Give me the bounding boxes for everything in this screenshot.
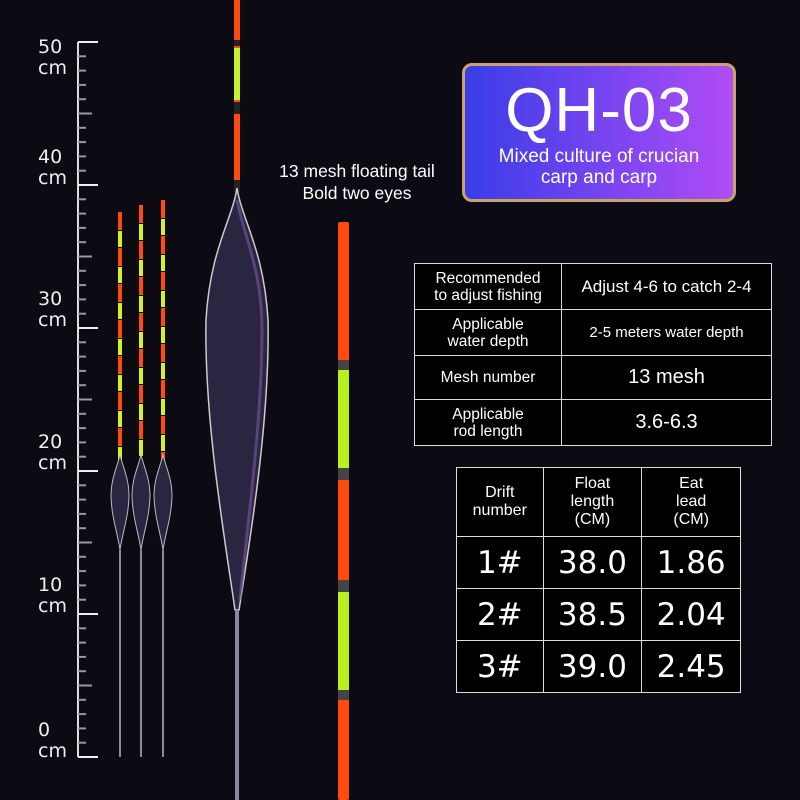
small-float bbox=[153, 200, 173, 757]
badge-subtitle-2: carp and carp bbox=[540, 167, 658, 188]
spec-row: Mesh number 13 mesh bbox=[414, 355, 772, 400]
tail-caption: 13 mesh floating tail Bold two eyes bbox=[262, 160, 452, 204]
spec-label: Recommended to adjust fishing bbox=[414, 263, 562, 310]
size-header-row: Drift number Float length (CM) Eat lead (CM) bbox=[456, 467, 741, 537]
large-float-image bbox=[205, 0, 269, 800]
spec-value: 3.6-6.3 bbox=[561, 399, 772, 446]
spec-value: 13 mesh bbox=[561, 355, 772, 400]
size-header: Drift number bbox=[456, 467, 544, 537]
float-tail-image bbox=[338, 222, 349, 800]
model-title: QH-03 bbox=[505, 76, 693, 145]
ruler-label: 30 cm bbox=[38, 288, 67, 331]
spec-row: Applicable rod length 3.6-6.3 bbox=[414, 399, 772, 446]
spec-row: Recommended to adjust fishing Adjust 4-6 t… bbox=[414, 263, 772, 310]
size-cell: 38.0 bbox=[542, 536, 643, 589]
ruler bbox=[77, 41, 98, 758]
size-row: 3# 39.0 2.45 bbox=[456, 640, 741, 693]
ruler-label: 0 cm bbox=[38, 719, 67, 762]
spec-table: Recommended to adjust fishing Adjust 4-6 t… bbox=[414, 263, 772, 446]
size-header: Float length (CM) bbox=[542, 467, 643, 537]
size-cell: 2.45 bbox=[641, 640, 741, 693]
size-cell: 2# bbox=[456, 588, 544, 641]
caption-line-1: 13 mesh floating tail bbox=[279, 161, 435, 181]
size-row: 2# 38.5 2.04 bbox=[456, 588, 741, 641]
size-cell: 1# bbox=[456, 536, 544, 589]
ruler-label: 10 cm bbox=[38, 574, 67, 617]
ruler-label: 40 cm bbox=[38, 146, 67, 189]
size-table: Drift number Float length (CM) Eat lead (CM) 1# 3… bbox=[456, 467, 741, 693]
size-row: 1# 38.0 1.86 bbox=[456, 536, 741, 589]
ruler-label: 20 cm bbox=[38, 431, 67, 474]
model-badge: QH-03 Mixed culture of crucian carp and … bbox=[462, 63, 736, 202]
spec-label: Applicable rod length bbox=[414, 399, 562, 446]
small-float bbox=[110, 212, 130, 757]
badge-subtitle-1: Mixed culture of crucian bbox=[498, 146, 700, 167]
spec-value: Adjust 4-6 to catch 2-4 bbox=[561, 263, 772, 310]
ruler-label: 50 cm bbox=[38, 36, 67, 79]
spec-label: Applicable water depth bbox=[414, 309, 562, 356]
spec-row: Applicable water depth 2-5 meters water de… bbox=[414, 309, 772, 356]
spec-label: Mesh number bbox=[414, 355, 562, 400]
small-float bbox=[131, 205, 151, 757]
size-cell: 2.04 bbox=[641, 588, 741, 641]
size-header: Eat lead (CM) bbox=[641, 467, 741, 537]
caption-line-2: Bold two eyes bbox=[302, 183, 412, 203]
spec-value: 2-5 meters water depth bbox=[561, 309, 772, 356]
size-cell: 1.86 bbox=[641, 536, 741, 589]
size-cell: 38.5 bbox=[542, 588, 643, 641]
size-cell: 3# bbox=[456, 640, 544, 693]
small-floats-image bbox=[110, 200, 173, 757]
size-cell: 39.0 bbox=[542, 640, 643, 693]
